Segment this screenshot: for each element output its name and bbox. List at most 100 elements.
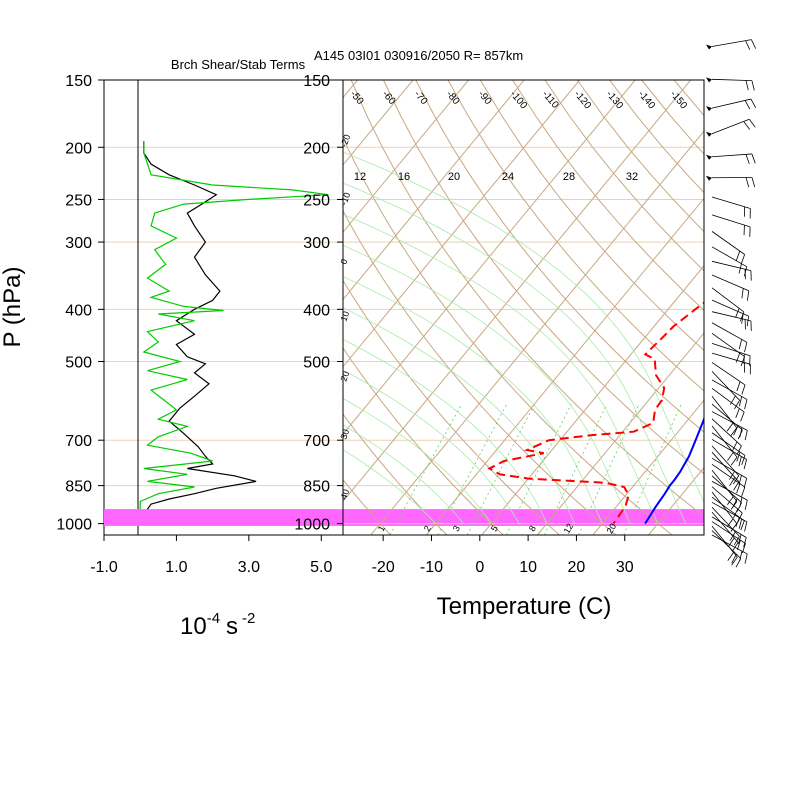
isotherm [343,80,692,503]
dry-adiabat [479,80,704,351]
moist-adiabat [343,244,631,524]
shear-series-group [139,141,329,526]
wind-barb [711,491,738,532]
wind-barb [706,175,756,188]
mixing-ratio-line [466,403,535,535]
wind-barb [711,451,740,491]
wind-barb-column [706,39,757,568]
wind-barb [706,153,756,164]
dry-adiabat [343,209,617,535]
mixing-ratio-bottom-label: 3 [451,524,462,533]
isotherm-label: -70 [412,89,430,107]
skewt-y-tick-label: 850 [303,479,330,496]
skewt-panel-title: A145 03I01 030916/2050 R= 857km [314,48,523,63]
skewt-x-tick-label: 0 [475,559,484,576]
wind-barb [711,274,750,301]
wind-barb [711,432,746,465]
wind-barb [711,445,740,485]
isotherm [481,265,704,535]
dry-adiabat-label: 20 [338,370,351,383]
wind-barb [706,39,757,50]
skewt-series-group [487,301,704,525]
isotherm-label: -120 [572,89,594,112]
dry-adiabat [706,80,800,535]
shear-series-line-1 [139,141,257,526]
isotherm-label: -150 [668,89,690,112]
shear-x-label-exp2: -2 [242,610,255,627]
wind-barb [711,530,742,568]
mixing-ratio-label: 16 [398,171,410,183]
shear-y-ticks: 150 200 250 300 400 500 700 850 1000 [56,73,104,534]
shear-x-label-base: 10 [180,613,207,640]
isotherm [370,130,704,535]
dry-adiabat [383,80,704,475]
moist-adiabat [343,307,575,524]
mixing-ratio-bottom-label: 20 [605,522,619,536]
shear-grid [104,80,343,525]
wind-barb [711,231,746,265]
wind-barb [711,475,742,512]
skewt-x-tick-label: 10 [519,559,537,576]
dry-adiabat [447,80,704,392]
dry-adiabat-label: 10 [338,310,351,323]
dry-adiabat [771,80,800,535]
isotherm [0,80,246,535]
mixing-ratio-bottom-label: 5 [489,524,500,533]
isotherm-label: -140 [636,89,658,112]
moist-adiabat [343,398,492,524]
wind-barb [711,371,740,410]
mixing-ratio-bottom-label: 2 [422,524,433,533]
isotherm-label: -110 [540,89,561,111]
dry-adiabat [609,80,704,194]
dry-adiabat [343,347,504,535]
wind-barb [711,311,752,331]
skewt-y-tick-label: 200 [303,140,330,157]
isotherm-label: -90 [476,89,494,107]
shear-y-tick-label: 200 [65,140,92,157]
shear-series-line-2 [139,141,329,526]
mixing-ratio-label: 32 [626,171,638,183]
shear-y-tick-label: 150 [65,73,92,90]
skewt-y-ticks: 150 200 250 300 400 500 700 850 1000 [294,73,343,534]
isotherm [648,466,704,535]
wind-barb [711,403,743,440]
wind-barb [711,196,751,219]
dry-adiabat [512,80,704,311]
skewt-panel: -50 -60 -70 -80 -90 -100 -110 -120 -130 -140 -1501… [0,73,800,576]
mixing-ratio-line [578,403,640,535]
isotherm [343,80,414,166]
skewt-grid [0,80,800,535]
wind-barb [711,457,748,489]
dry-adiabat [28,80,165,535]
mixing-ratio-bottom-label: 1 [376,524,387,533]
skewt-y-tick-label: 1000 [294,517,330,534]
wind-barb [711,439,747,470]
moist-adiabat [343,369,520,524]
isotherm [343,80,581,368]
dry-adiabat-label: 40 [338,488,351,501]
wind-barb [711,496,745,531]
dry-adiabat-label: -10 [338,191,352,207]
dry-adiabat [350,80,704,517]
skewt-x-ticks: -20 -10 0 10 20 30 [372,535,634,576]
wind-barb [711,463,746,497]
dry-adiabat [93,80,278,535]
skewt-y-tick-label: 700 [303,433,330,450]
wind-barb [711,387,745,422]
isotherm-label: -50 [348,89,366,107]
surface-layer-band [104,509,704,526]
shear-x-tick-label: 3.0 [238,559,260,576]
dry-adiabat [673,80,704,117]
dry-adiabat-label: -20 [338,133,352,149]
moist-adiabat [343,182,686,524]
skewt-x-tick-label: -20 [372,559,395,576]
mixing-ratio-line [506,403,572,535]
shear-y-tick-label: 1000 [56,517,92,534]
wind-barb [711,411,748,441]
wind-barb [706,98,757,112]
wind-barb [711,379,748,410]
skewt-y-tick-label: 250 [303,192,330,209]
wind-barb [711,480,748,510]
dry-adiabat [641,80,704,155]
